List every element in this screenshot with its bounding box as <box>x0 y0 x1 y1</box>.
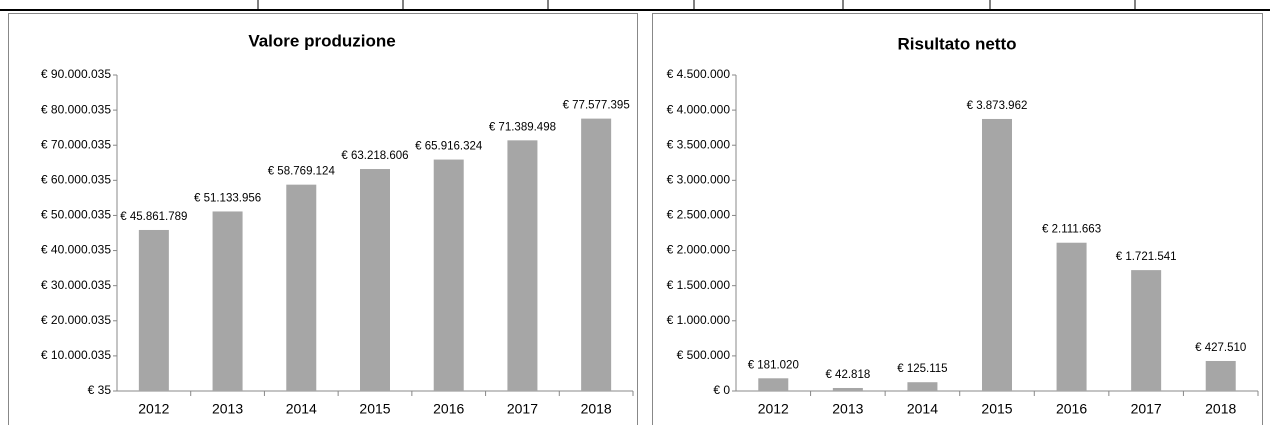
data-label: € 125.115 <box>897 363 947 375</box>
data-label: € 63.218.606 <box>341 150 408 162</box>
bar <box>507 140 538 391</box>
x-tick-label: 2015 <box>359 401 390 417</box>
y-tick-label: € 40.000.035 <box>41 243 111 257</box>
chart-panel <box>652 13 1263 425</box>
bar <box>1205 360 1236 391</box>
y-tick-label: € 3.000.000 <box>667 173 731 187</box>
y-tick-label: € 30.000.035 <box>41 278 111 292</box>
data-label: € 65.916.324 <box>415 141 483 153</box>
bar <box>581 118 612 391</box>
x-tick-label: 2017 <box>1131 401 1162 417</box>
data-label: € 2.111.663 <box>1042 224 1101 236</box>
y-tick-label: € 1.000.000 <box>667 313 731 327</box>
data-label: € 71.389.498 <box>489 121 556 133</box>
data-label: € 45.861.789 <box>120 211 187 223</box>
data-label: € 51.133.956 <box>194 192 261 204</box>
y-tick-label: € 3.500.000 <box>667 137 731 151</box>
bar <box>212 211 243 391</box>
x-tick-label: 2016 <box>1056 401 1087 417</box>
y-tick-label: € 2.500.000 <box>667 208 731 222</box>
y-tick-label: € 80.000.035 <box>41 102 111 116</box>
y-tick-label: € 1.500.000 <box>667 278 731 292</box>
y-tick-label: € 20.000.035 <box>41 313 111 327</box>
x-tick-label: 2013 <box>832 401 863 417</box>
bar <box>982 118 1012 391</box>
y-tick-label: € 60.000.035 <box>41 173 111 187</box>
bar <box>286 184 317 391</box>
bar <box>758 378 789 391</box>
x-tick-label: 2012 <box>138 401 169 417</box>
data-label: € 1.721.541 <box>1116 251 1177 263</box>
y-tick-label: € 10.000.035 <box>41 348 111 362</box>
x-tick-label: 2013 <box>212 401 243 417</box>
y-tick-label: € 70.000.035 <box>41 137 111 151</box>
y-tick-label: € 4.000.000 <box>667 102 731 116</box>
bar <box>360 169 390 391</box>
y-tick-label: € 500.000 <box>677 348 731 362</box>
x-tick-label: 2015 <box>981 401 1012 417</box>
y-tick-label: € 2.000.000 <box>667 243 731 257</box>
x-tick-label: 2016 <box>433 401 464 417</box>
bar <box>138 229 169 391</box>
x-tick-label: 2018 <box>1205 401 1236 417</box>
data-label: € 77.577.395 <box>563 100 630 112</box>
bar <box>433 159 464 391</box>
y-tick-label: € 35 <box>88 383 112 397</box>
bar <box>1131 270 1162 391</box>
bar <box>832 387 863 391</box>
data-label: € 3.873.962 <box>967 100 1028 112</box>
y-tick-label: € 50.000.035 <box>41 208 111 222</box>
x-tick-label: 2018 <box>581 401 612 417</box>
bar <box>907 382 938 391</box>
y-tick-label: € 90.000.035 <box>41 67 111 81</box>
x-tick-label: 2014 <box>907 401 938 417</box>
chart-title: Valore produzione <box>248 31 395 50</box>
table-strip <box>0 0 1270 11</box>
data-label: € 58.769.124 <box>268 166 336 178</box>
x-tick-label: 2014 <box>286 401 317 417</box>
y-tick-label: € 0 <box>713 383 730 397</box>
chart-title: Risultato netto <box>898 34 1017 53</box>
data-label: € 181.020 <box>748 359 799 371</box>
x-tick-label: 2017 <box>507 401 538 417</box>
data-label: € 427.510 <box>1195 342 1246 354</box>
bar <box>1056 242 1087 391</box>
y-tick-label: € 4.500.000 <box>667 67 731 81</box>
data-label: € 42.818 <box>825 369 870 381</box>
x-tick-label: 2012 <box>758 401 789 417</box>
